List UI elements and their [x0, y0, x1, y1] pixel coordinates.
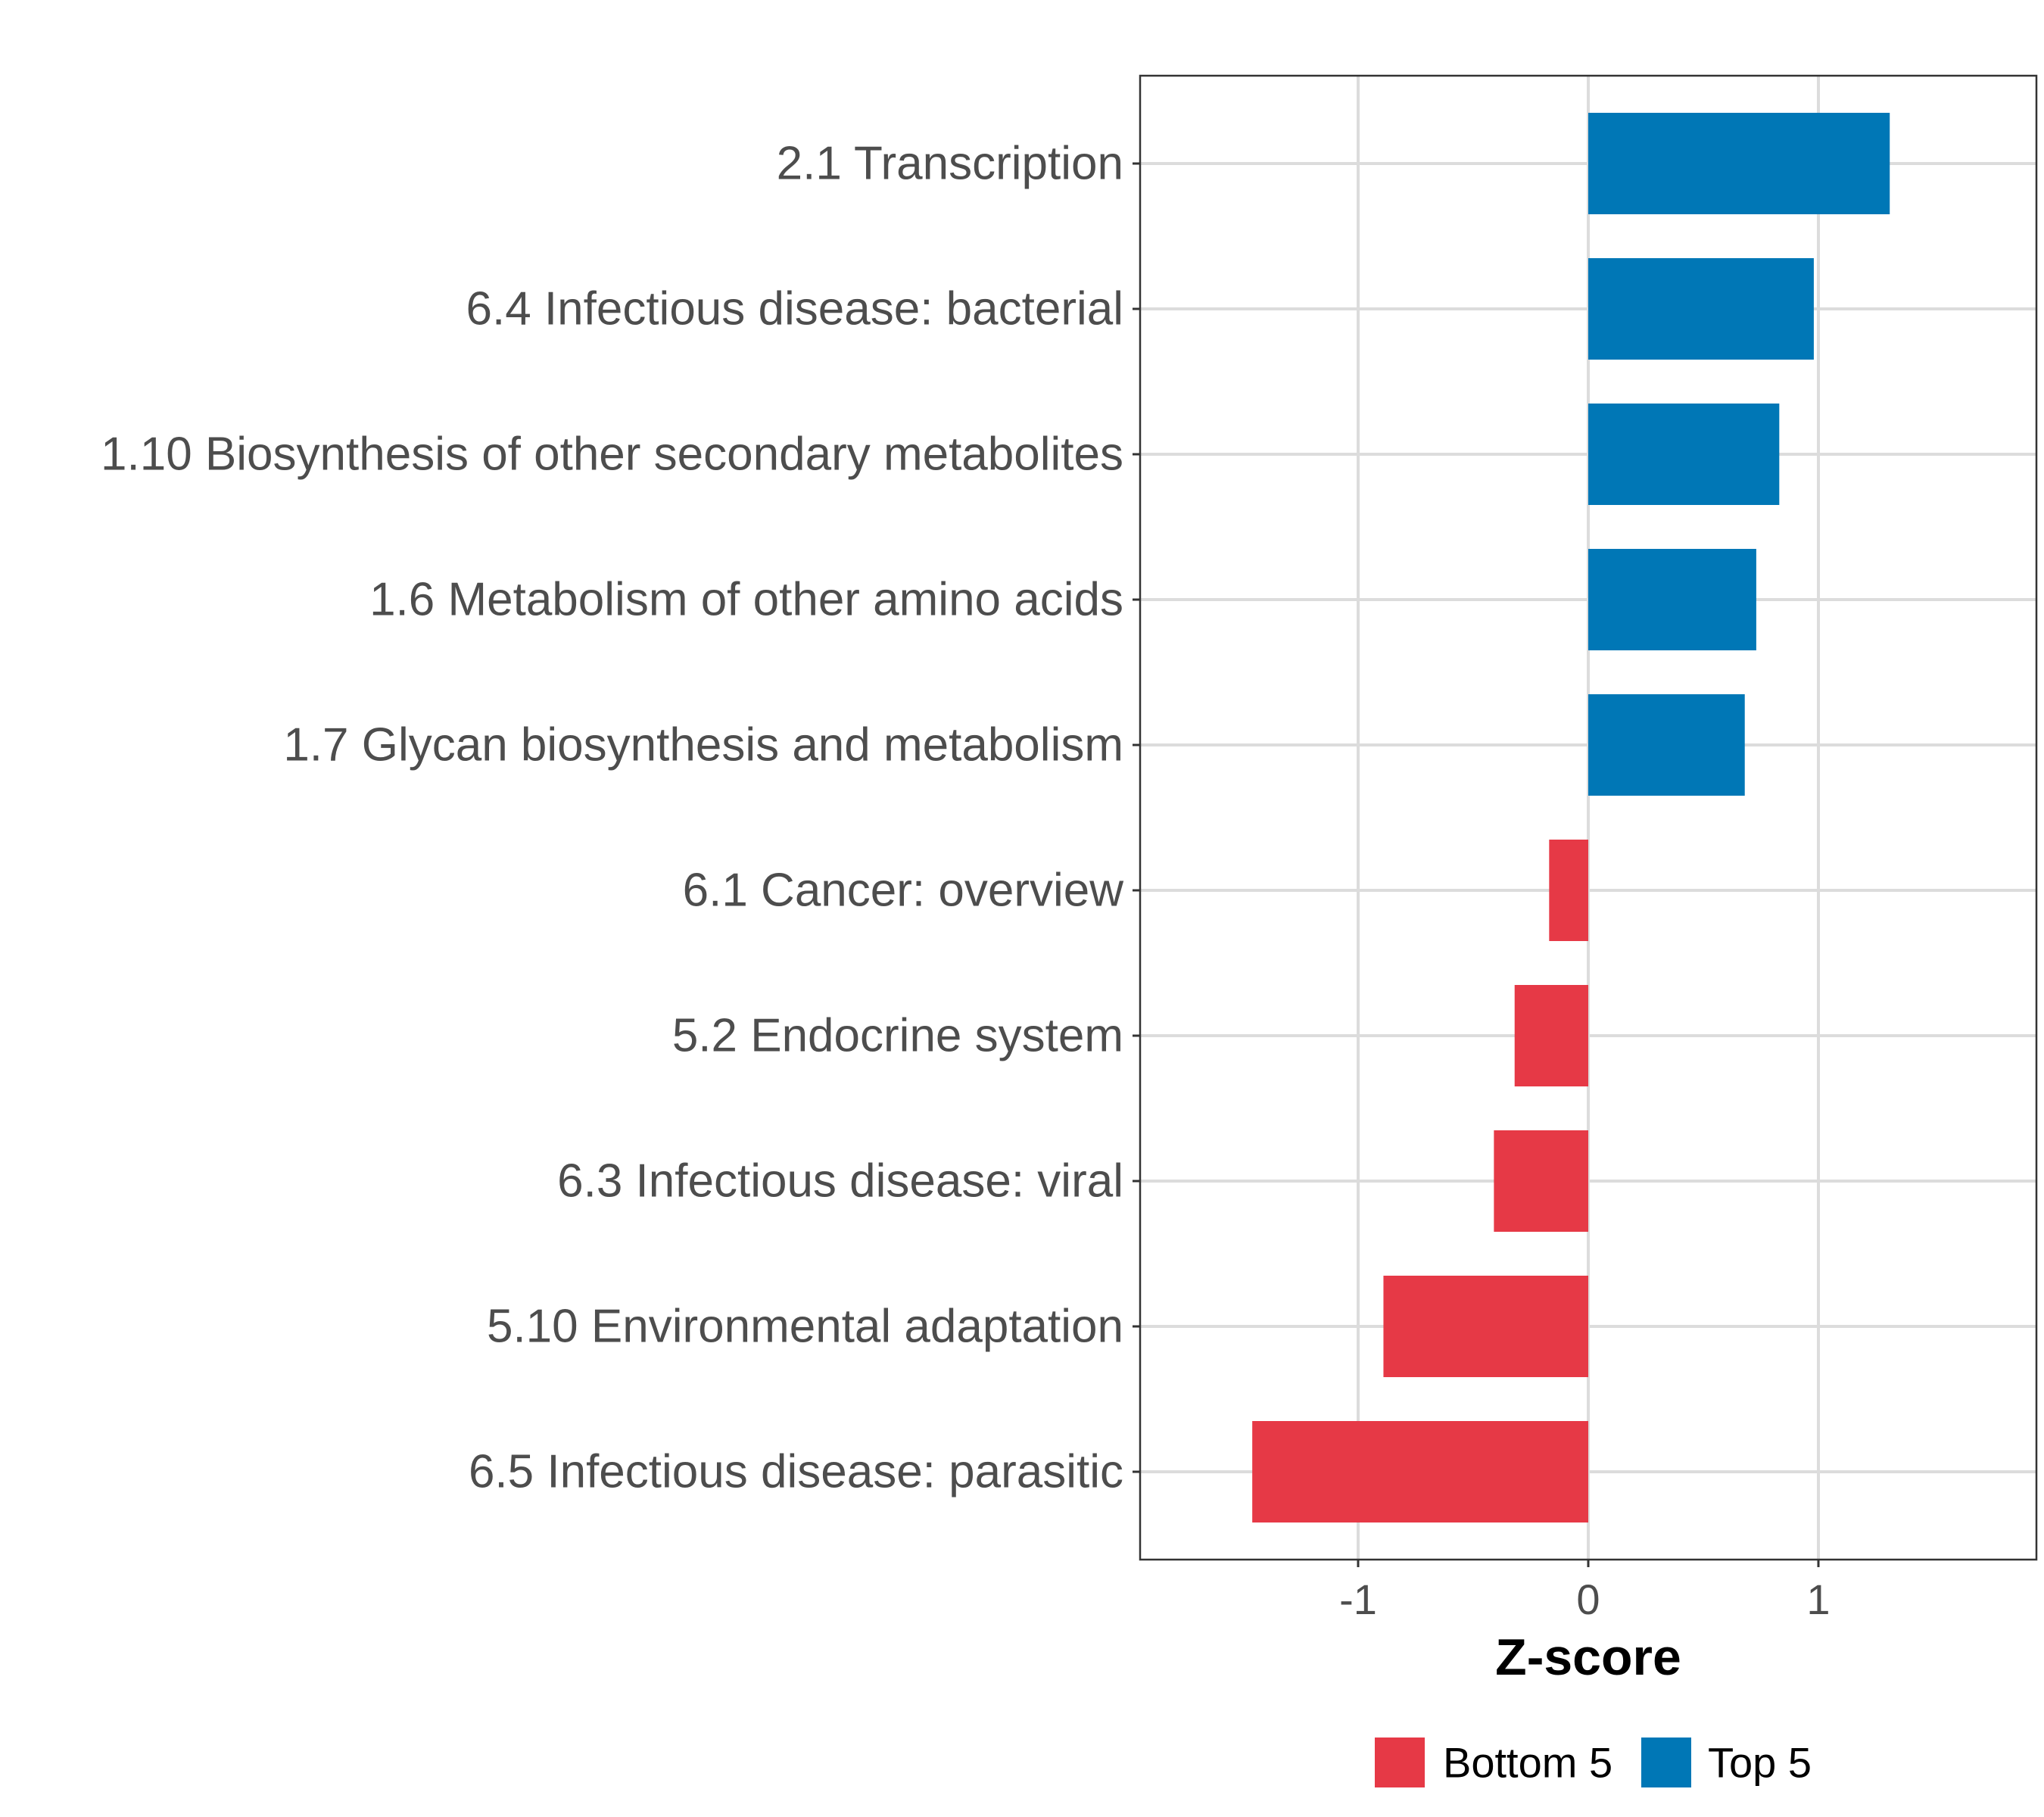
bar-bottom-6: [1549, 840, 1588, 941]
x-tick-label: -1: [1339, 1575, 1377, 1623]
x-tick-label: 1: [1806, 1575, 1830, 1623]
bar-top-4: [1588, 549, 1756, 650]
bars: [1252, 113, 1890, 1522]
y-tick-label: 6.1 Cancer: overview: [683, 865, 1124, 917]
x-tick-label: 0: [1576, 1575, 1600, 1623]
y-axis: 2.1 Transcription 6.4 Infectious disease:…: [101, 138, 1140, 1498]
y-tick-label: 5.10 Environmental adaptation: [487, 1301, 1123, 1353]
bar-bottom-7: [1514, 985, 1588, 1086]
bar-top-3: [1588, 404, 1780, 505]
y-tick-label: 6.3 Infectious disease: viral: [557, 1155, 1123, 1208]
y-tick-label: 6.4 Infectious disease: bacterial: [466, 283, 1123, 335]
y-tick-label: 1.6 Metabolism of other amino acids: [369, 574, 1123, 626]
y-tick-label: 5.2 Endocrine system: [672, 1010, 1123, 1062]
y-tick-label: 2.1 Transcription: [777, 138, 1123, 190]
bar-top-1: [1588, 113, 1890, 214]
legend-label: Top 5: [1708, 1739, 1812, 1787]
y-tick-label: 6.5 Infectious disease: parasitic: [469, 1446, 1123, 1498]
bar-top-5: [1588, 694, 1745, 796]
y-tick-label: 1.10 Biosynthesis of other secondary met…: [101, 429, 1123, 481]
bar-bottom-8: [1494, 1130, 1588, 1232]
y-tick-label: 1.7 Glycan biosynthesis and metabolism: [283, 719, 1123, 771]
x-axis: -1 0 1: [1339, 1560, 1831, 1623]
legend-key-top-5: [1641, 1738, 1691, 1787]
bar-bottom-9: [1383, 1276, 1588, 1377]
legend: Bottom 5 Top 5: [1375, 1738, 1812, 1787]
legend-label: Bottom 5: [1443, 1739, 1612, 1787]
bar-bottom-10: [1252, 1421, 1588, 1522]
legend-key-bottom-5: [1375, 1738, 1425, 1787]
bar-top-2: [1588, 258, 1814, 360]
x-axis-title: Z-score: [1495, 1628, 1681, 1686]
